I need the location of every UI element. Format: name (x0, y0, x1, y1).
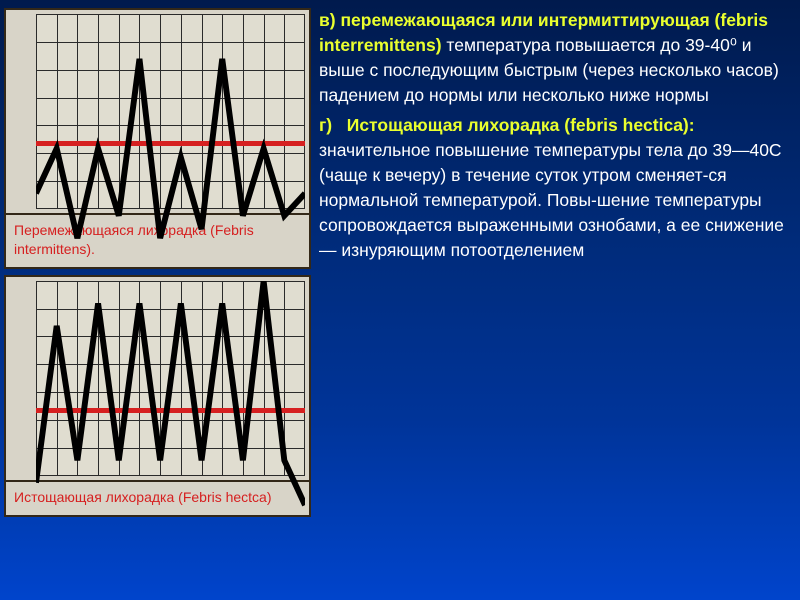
section-v: в) перемежающаяся или интермиттирующая (… (319, 8, 788, 107)
chart1-line (36, 14, 305, 283)
section-g: г) Истощающая лихорадка (febris hectica)… (319, 113, 788, 262)
chart1-frame: 41 40 39 38 37 36 35 (4, 8, 311, 215)
section-g-body: значительное повышение температуры тела … (319, 140, 784, 259)
chart2-line (36, 281, 305, 550)
chart-hectica: 41 40 39 38 37 36 35 Истощающая лихорадк… (4, 275, 311, 517)
chart-intermittens: 41 40 39 38 37 36 35 Перемежающаяся лихо… (4, 8, 311, 269)
section-g-label: г) (319, 115, 332, 135)
section-g-title: Истощающая лихорадка (febris hectica): (347, 115, 695, 135)
chart2-area (36, 281, 305, 476)
chart1-area (36, 14, 305, 209)
description-panel: в) перемежающаяся или интермиттирующая (… (315, 0, 800, 600)
chart2-frame: 41 40 39 38 37 36 35 (4, 275, 311, 482)
section-v-label: в) (319, 10, 336, 30)
